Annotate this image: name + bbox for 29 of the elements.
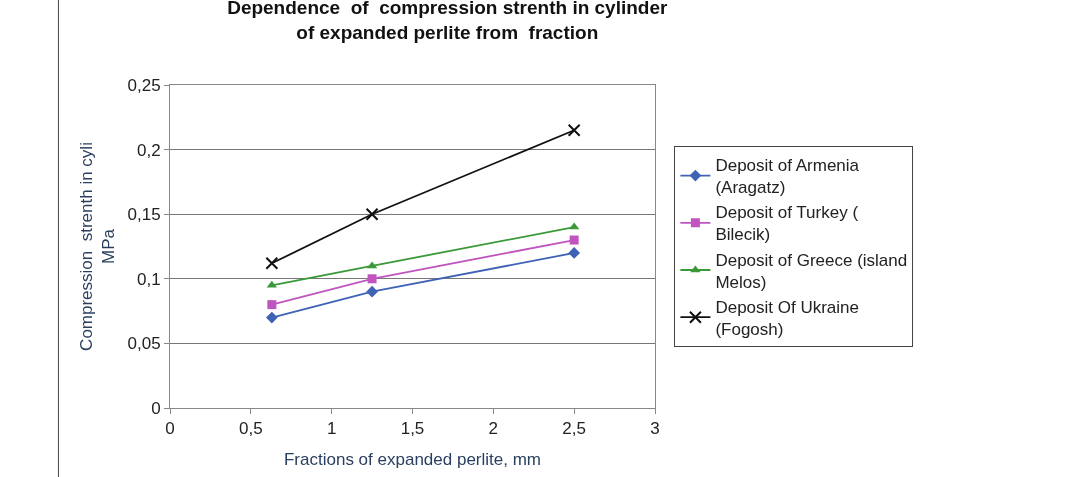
x-tick-label: 2,5 <box>562 419 586 439</box>
y-tick-label: 0,05 <box>127 334 161 354</box>
point <box>267 300 277 310</box>
chart-title: Dependence of compression strenth in cylinder of expanded perlite from fraction <box>227 0 669 44</box>
x-tick-label: 1,5 <box>400 419 425 439</box>
legend-label: Deposit of Armenia (Aragatz) <box>715 156 860 198</box>
point <box>568 247 581 259</box>
point <box>569 235 579 245</box>
point <box>266 311 278 324</box>
x-tick-label: 2 <box>488 419 499 439</box>
legend-label: Deposit of Greece (island Melos) <box>715 250 908 292</box>
legend-label: Deposit of Turkey ( Bilecik) <box>715 203 859 245</box>
y-tick-label: 0,1 <box>136 269 161 289</box>
y-tick-label: 0,25 <box>127 75 161 95</box>
point <box>366 285 378 298</box>
point <box>567 123 581 137</box>
point <box>367 274 377 284</box>
point <box>365 207 379 221</box>
x-tick-label: 3 <box>650 419 660 439</box>
y-axis-title: Compression strenth in cyli MPa <box>76 142 119 351</box>
y-tick-label: 0,15 <box>127 205 161 225</box>
x-tick-label: 0 <box>165 419 175 439</box>
point <box>265 256 279 270</box>
y-tick-label: 0 <box>151 398 161 418</box>
x-tick-label: 1 <box>326 419 337 439</box>
y-tick-label: 0,2 <box>136 140 161 160</box>
legend-label: Deposit Of Ukraine (Fogosh) <box>715 297 860 339</box>
x-axis-title: Fractions of expanded perlite, mm <box>283 449 542 469</box>
x-tick-label: 0,5 <box>239 419 263 439</box>
